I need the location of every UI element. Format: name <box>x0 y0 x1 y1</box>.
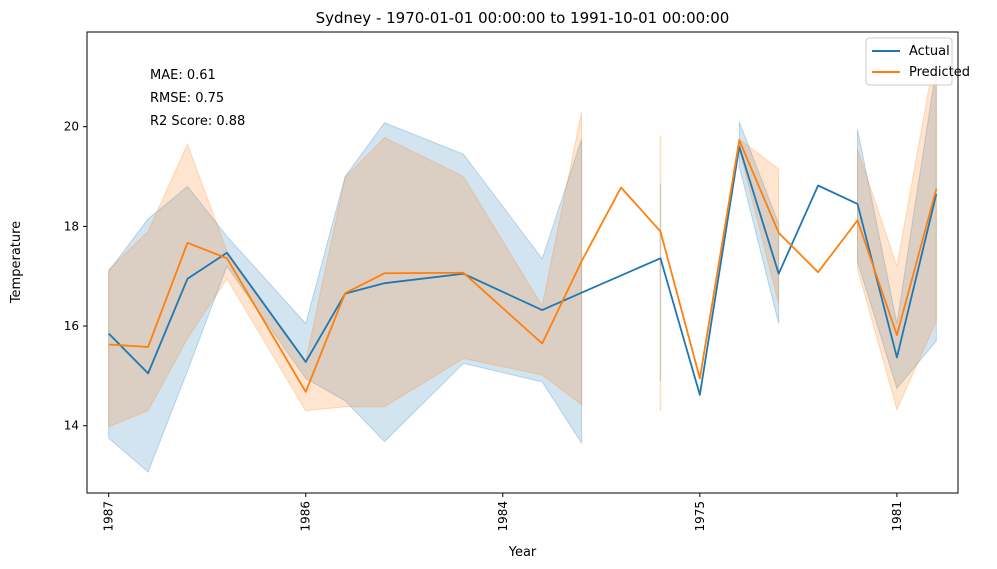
confidence-bands <box>108 46 937 473</box>
predicted-band-6 <box>857 46 937 412</box>
legend-box <box>865 37 953 86</box>
rmse-annotation: RMSE: 0.75 <box>150 91 224 106</box>
metrics-annotations: MAE: 0.61 RMSE: 0.75 R2 Score: 0.88 <box>150 68 245 129</box>
x-tick-label: 1975 <box>693 501 707 532</box>
x-tick-label: 1981 <box>890 501 904 532</box>
y-tick-label: 14 <box>64 419 79 433</box>
predicted-line <box>108 139 938 393</box>
x-axis: 1987 1986 1984 1975 1981 <box>102 493 904 532</box>
legend-label-actual: Actual <box>909 44 950 59</box>
actual-band-0 <box>108 122 583 473</box>
x-tick-label: 1987 <box>102 501 116 532</box>
x-tick-label: 1984 <box>496 501 510 532</box>
series-lines <box>108 139 938 396</box>
y-tick-label: 16 <box>64 319 79 333</box>
legend: Actual Predicted <box>865 37 970 86</box>
actual-band-5 <box>857 66 937 390</box>
x-axis-label: Year <box>508 545 537 560</box>
chart-title: Sydney - 1970-01-01 00:00:00 to 1991-10-… <box>316 9 730 27</box>
y-tick-label: 18 <box>64 219 79 233</box>
plot-frame <box>86 31 959 494</box>
mae-annotation: MAE: 0.61 <box>150 68 216 83</box>
y-axis-label: Temperature <box>9 221 24 304</box>
y-axis: 14 16 18 20 <box>64 120 87 433</box>
x-tick-label: 1986 <box>299 501 313 532</box>
r2-annotation: R2 Score: 0.88 <box>150 114 245 129</box>
legend-label-predicted: Predicted <box>909 65 970 80</box>
y-tick-label: 20 <box>64 120 79 134</box>
